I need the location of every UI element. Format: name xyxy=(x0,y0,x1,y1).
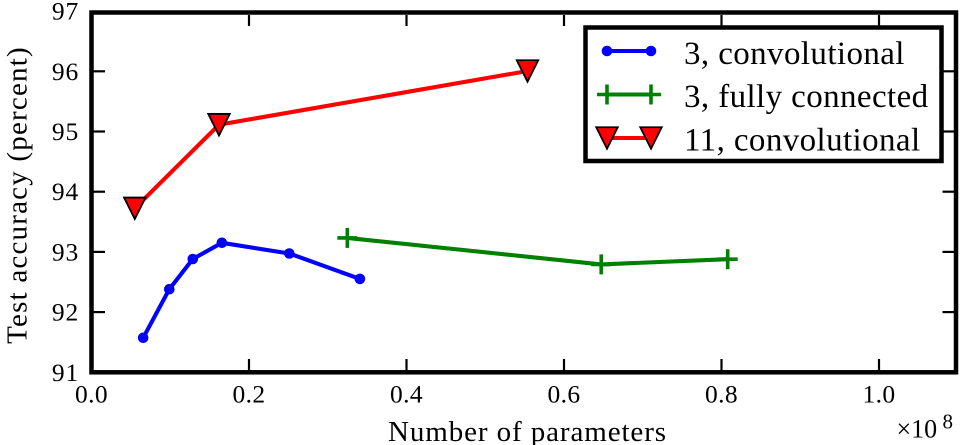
svg-text:95: 95 xyxy=(52,117,79,146)
svg-text:94: 94 xyxy=(52,177,79,206)
svg-text:93: 93 xyxy=(52,237,79,266)
svg-text:0.0: 0.0 xyxy=(75,380,108,409)
svg-text:96: 96 xyxy=(52,57,79,86)
svg-text:0.2: 0.2 xyxy=(232,380,265,409)
svg-text:Test accuracy (percent): Test accuracy (percent) xyxy=(2,46,34,344)
svg-text:92: 92 xyxy=(52,298,79,327)
svg-text:91: 91 xyxy=(52,358,79,387)
svg-text:1.0: 1.0 xyxy=(862,380,895,409)
svg-text:97: 97 xyxy=(52,0,79,26)
svg-text:0.8: 0.8 xyxy=(705,380,738,409)
svg-text:×10: ×10 xyxy=(897,415,938,444)
svg-text:8: 8 xyxy=(943,410,954,434)
svg-text:3, fully connected: 3, fully connected xyxy=(684,79,929,115)
svg-text:0.6: 0.6 xyxy=(547,380,580,409)
svg-text:0.4: 0.4 xyxy=(390,380,423,409)
svg-text:11, convolutional: 11, convolutional xyxy=(684,123,921,159)
svg-text:3, convolutional: 3, convolutional xyxy=(684,36,905,72)
svg-text:Number of parameters: Number of parameters xyxy=(388,416,667,445)
